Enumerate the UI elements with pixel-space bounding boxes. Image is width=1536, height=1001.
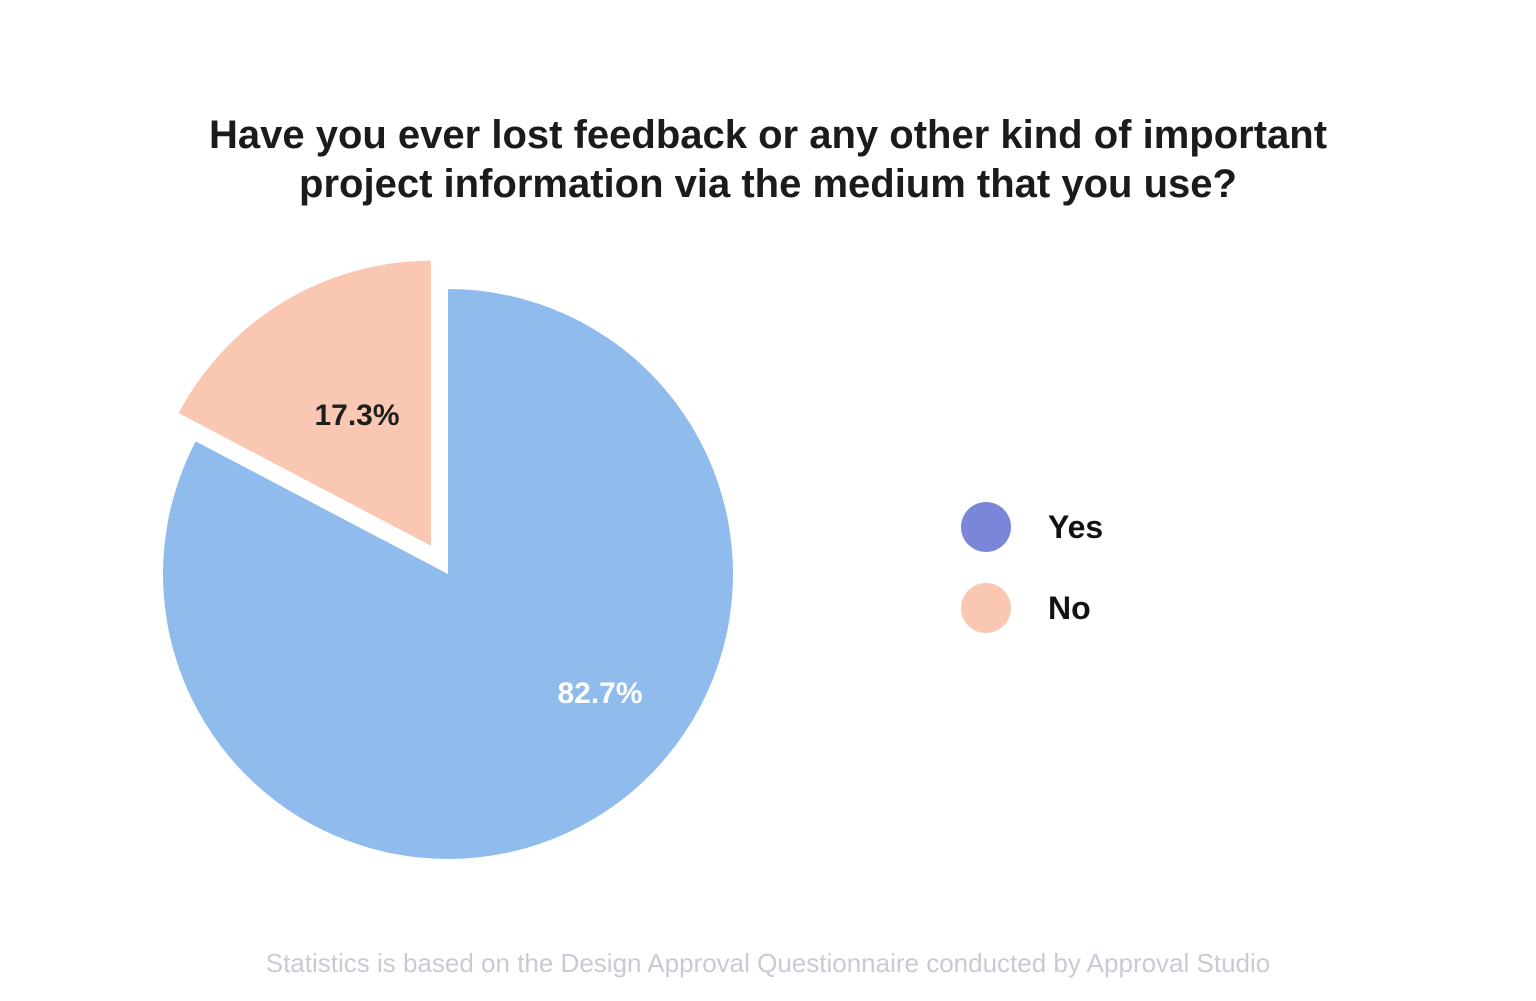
legend-marker-no-icon <box>961 583 1011 633</box>
legend-marker-yes-icon <box>961 502 1011 552</box>
chart-title: Have you ever lost feedback or any other… <box>0 111 1536 209</box>
legend-label-no: No <box>1048 589 1091 626</box>
slice-label-no: 17.3% <box>314 399 400 432</box>
chart-title-line-2: project information via the medium that … <box>299 161 1237 206</box>
footnote: Statistics is based on the Design Approv… <box>265 948 1271 978</box>
slice-label-yes: 82.7% <box>557 677 643 710</box>
pie-slice-no <box>178 260 431 546</box>
legend-item-yes: Yes <box>961 502 1103 552</box>
chart-title-line-1: Have you ever lost feedback or any other… <box>208 112 1328 157</box>
legend-label-yes: Yes <box>1048 508 1104 545</box>
pie-slice-yes <box>163 289 734 860</box>
legend: Yes No <box>961 502 1103 633</box>
legend-item-no: No <box>961 583 1103 633</box>
